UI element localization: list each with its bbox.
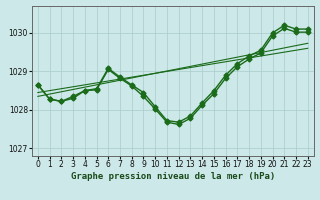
- X-axis label: Graphe pression niveau de la mer (hPa): Graphe pression niveau de la mer (hPa): [71, 172, 275, 181]
